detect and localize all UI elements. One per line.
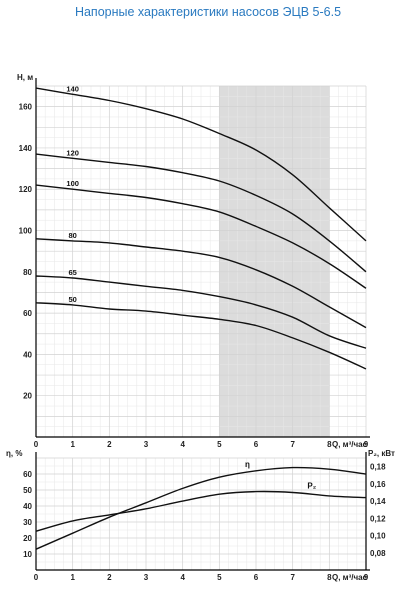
series-line-100 bbox=[35, 184, 367, 289]
x-tick-label: 1 bbox=[70, 573, 75, 582]
efficiency-power-chart: 0 1 2 3 4 5 6 7 8 9 10 20 30 40 50 60 0,08 0,10 0,12 0,14 0,… bbox=[6, 449, 395, 582]
y2-tick-label: 0,12 bbox=[370, 514, 386, 523]
x-tick-label: 5 bbox=[217, 440, 222, 449]
series-label-efficiency: η bbox=[245, 460, 250, 469]
x-tick-label: 4 bbox=[180, 573, 185, 582]
x-tick-label: 7 bbox=[290, 573, 295, 582]
y-tick-label: 120 bbox=[19, 185, 33, 194]
y-tick-label: 50 bbox=[23, 486, 32, 495]
series-label-120: 120 bbox=[66, 148, 79, 157]
head-chart: 0 1 2 3 4 5 6 7 8 9 20 40 60 80 100 120 140 160 H, м Q, м³/… bbox=[17, 73, 370, 449]
y-tick-label: 30 bbox=[23, 518, 32, 527]
x-tick-label: 2 bbox=[107, 573, 112, 582]
y-axis-label: H, м bbox=[17, 73, 33, 82]
y-tick-label: 60 bbox=[23, 309, 32, 318]
y2-tick-label: 0,18 bbox=[370, 463, 386, 472]
series-label-80: 80 bbox=[68, 231, 76, 240]
y-tick-label: 140 bbox=[19, 144, 33, 153]
x-tick-label: 8 bbox=[327, 440, 332, 449]
series-label-100: 100 bbox=[66, 179, 79, 188]
y-tick-label: 60 bbox=[23, 470, 32, 479]
x-tick-label: 9 bbox=[364, 440, 369, 449]
series-label-50: 50 bbox=[68, 295, 76, 304]
x-tick-label: 6 bbox=[254, 440, 259, 449]
x-tick-label: 2 bbox=[107, 440, 112, 449]
y-tick-label: 40 bbox=[23, 502, 32, 511]
y2-tick-label: 0,16 bbox=[370, 480, 386, 489]
x-axis-label: Q, м³/час bbox=[332, 573, 368, 582]
y2-tick-label: 0,08 bbox=[370, 549, 386, 558]
series-label-65: 65 bbox=[68, 268, 76, 277]
x-tick-label: 1 bbox=[70, 440, 75, 449]
y-tick-label: 20 bbox=[23, 392, 32, 401]
series-line-65 bbox=[35, 275, 367, 349]
y-tick-label: 160 bbox=[19, 103, 33, 112]
series-line-80 bbox=[35, 238, 367, 329]
y-tick-label: 100 bbox=[19, 227, 33, 236]
x-tick-label: 4 bbox=[180, 440, 185, 449]
x-tick-label: 0 bbox=[34, 440, 39, 449]
x-tick-label: 8 bbox=[327, 573, 332, 582]
x-axis-label: Q, м³/час bbox=[332, 440, 368, 449]
x-tick-label: 3 bbox=[144, 440, 149, 449]
y-tick-label: 10 bbox=[23, 550, 32, 559]
y-tick-label: 80 bbox=[23, 268, 32, 277]
series-line-50 bbox=[35, 302, 367, 370]
x-tick-label: 9 bbox=[364, 573, 369, 582]
series-line-efficiency bbox=[35, 466, 367, 550]
y2-axis-label: P₂, кВт bbox=[368, 449, 395, 458]
x-tick-label: 7 bbox=[290, 440, 295, 449]
x-tick-label: 6 bbox=[254, 573, 259, 582]
series-label-140: 140 bbox=[66, 84, 79, 93]
y-axis-label: η, % bbox=[6, 449, 22, 458]
x-tick-label: 5 bbox=[217, 573, 222, 582]
series-label-power: P₂ bbox=[307, 481, 316, 490]
page-title: Напорные характеристики насосов ЭЦВ 5-6.… bbox=[74, 5, 342, 19]
y2-tick-label: 0,10 bbox=[370, 532, 386, 541]
x-tick-label: 3 bbox=[144, 573, 149, 582]
series-line-140 bbox=[35, 87, 367, 242]
series-line-power bbox=[35, 490, 367, 532]
y-tick-label: 20 bbox=[23, 534, 32, 543]
series-line-120 bbox=[35, 153, 367, 273]
x-tick-label: 0 bbox=[34, 573, 39, 582]
y2-tick-label: 0,14 bbox=[370, 497, 386, 506]
y-tick-label: 40 bbox=[23, 350, 32, 359]
